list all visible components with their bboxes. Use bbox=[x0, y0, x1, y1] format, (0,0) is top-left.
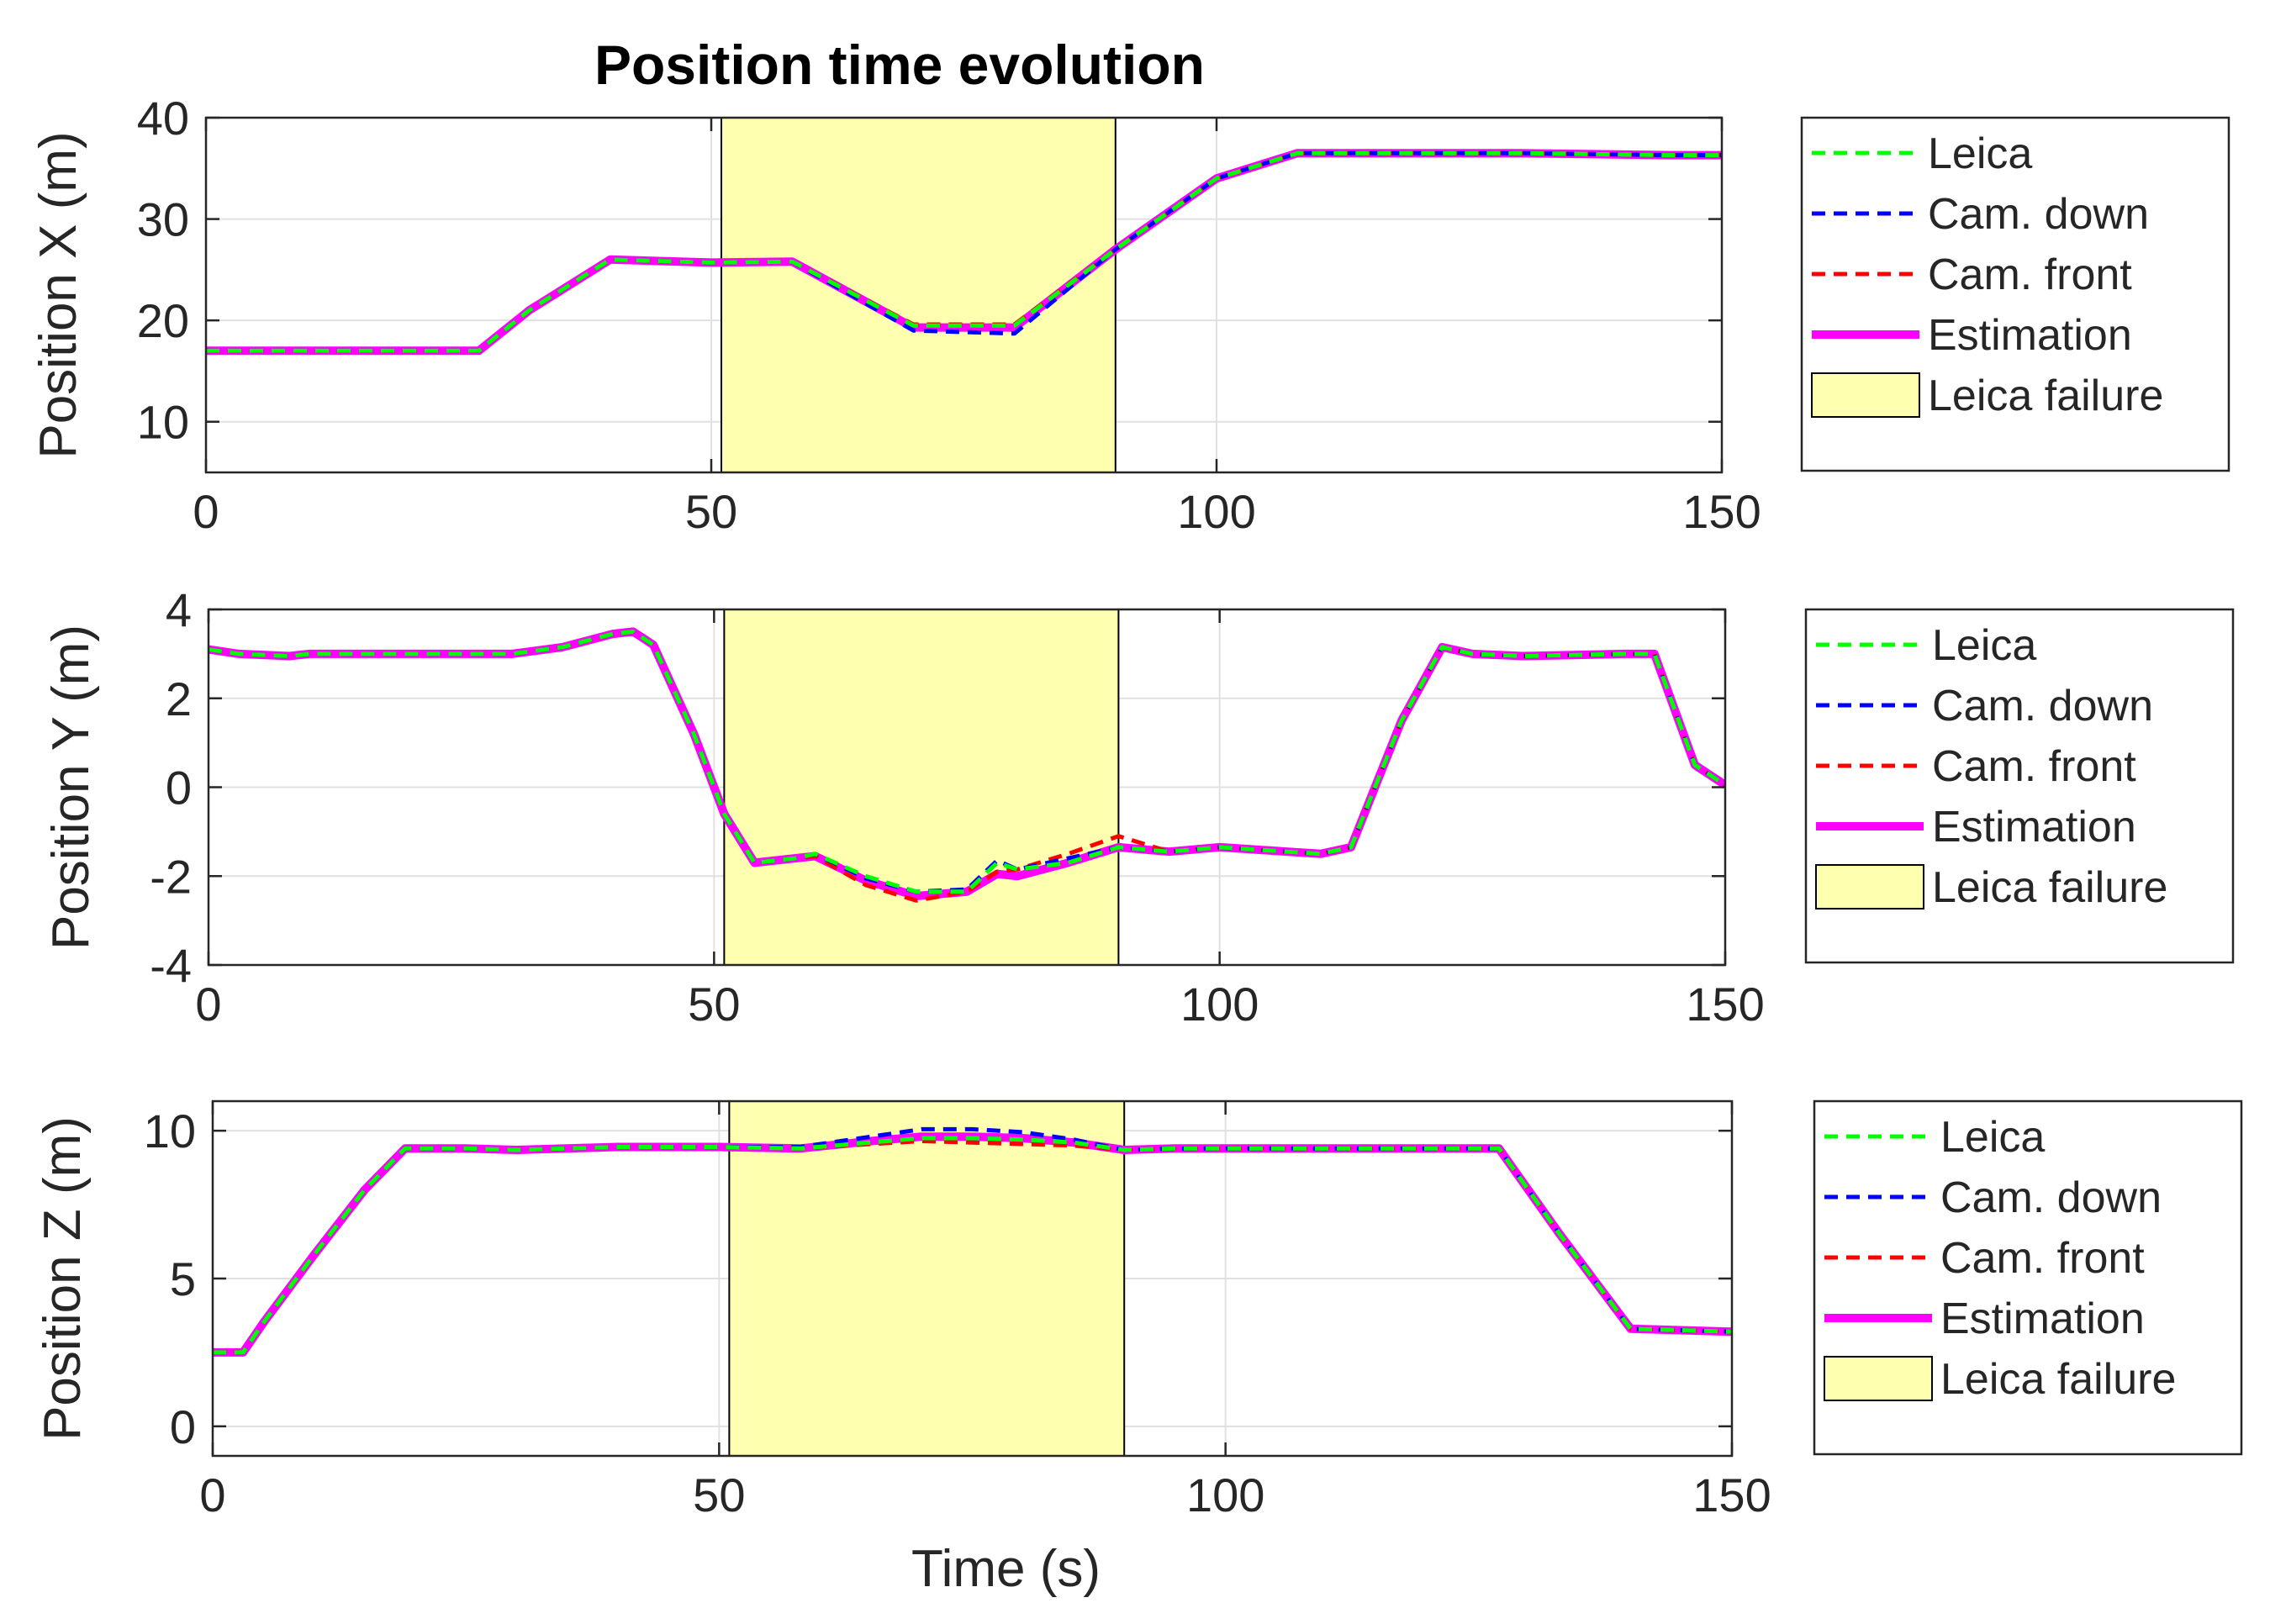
legend-item-leica-failure: Leica failure bbox=[1811, 372, 2163, 420]
series-line-leica bbox=[213, 1136, 1732, 1355]
y-tick-label: 30 bbox=[137, 193, 189, 246]
y-tick-label: 4 bbox=[166, 583, 192, 636]
legend-item-leica-failure: Leica failure bbox=[1815, 863, 2167, 912]
legend-label: Cam. down bbox=[1932, 682, 2153, 730]
legend-label: Leica bbox=[1928, 129, 2032, 178]
y-tick-label: 20 bbox=[137, 294, 189, 347]
y-tick-label: 2 bbox=[166, 672, 192, 725]
figure-title: Position time evolution bbox=[594, 34, 1205, 96]
x-tick-label: 50 bbox=[693, 1468, 745, 1521]
y-tick-label: 10 bbox=[144, 1105, 196, 1157]
subplot-1: 0 50 100 150 10 20 30 40 Position X (m) Leica Cam.… bbox=[29, 92, 2230, 538]
legend-label: Leica failure bbox=[1932, 863, 2167, 912]
legend-label: Leica failure bbox=[1928, 372, 2163, 420]
legend-label: Estimation bbox=[1932, 803, 2136, 852]
legend-swatch bbox=[1811, 372, 1920, 418]
legend-label: Leica bbox=[1940, 1113, 2045, 1162]
x-tick-label: 100 bbox=[1177, 485, 1255, 538]
x-tick-label: 150 bbox=[1686, 978, 1764, 1031]
legend-item-estimation: Estimation bbox=[1812, 311, 2132, 360]
legend-label: Cam. front bbox=[1932, 742, 2136, 791]
legend-item-leica: Leica bbox=[1816, 621, 2036, 670]
y-tick-label: -4 bbox=[150, 939, 192, 992]
legend-label: Cam. front bbox=[1940, 1234, 2145, 1283]
legend-item-cam-down: Cam. down bbox=[1816, 682, 2153, 730]
legend-item-cam-front: Cam. front bbox=[1812, 250, 2132, 299]
legend: Leica Cam. down Cam. front Estimation Leica … bbox=[1804, 608, 2235, 964]
legend-label: Leica bbox=[1932, 621, 2036, 670]
axes-box bbox=[204, 116, 1724, 474]
y-axis-label: Position X (m) bbox=[29, 131, 87, 458]
legend-item-cam-front: Cam. front bbox=[1824, 1234, 2145, 1283]
y-tick-label: 40 bbox=[137, 92, 189, 145]
legend-item-cam-front: Cam. front bbox=[1816, 742, 2136, 791]
legend-item-cam-down: Cam. down bbox=[1824, 1173, 2162, 1222]
series-line-leica bbox=[209, 629, 1725, 894]
legend-swatch bbox=[1815, 864, 1924, 910]
legend-item-leica-failure: Leica failure bbox=[1824, 1355, 2176, 1404]
x-tick-label: 0 bbox=[195, 978, 221, 1031]
subplot-2: 0 50 100 150 -4 -2 0 2 4 Position Y (m) Leica Cam. … bbox=[42, 583, 2235, 1031]
legend-box bbox=[1813, 1099, 2243, 1456]
legend: Leica Cam. down Cam. front Estimation Leica … bbox=[1800, 116, 2230, 472]
legend-label: Estimation bbox=[1940, 1294, 2145, 1343]
x-tick-label: 50 bbox=[685, 485, 737, 538]
x-tick-label: 100 bbox=[1186, 1468, 1264, 1521]
legend-label: Cam. down bbox=[1940, 1173, 2162, 1222]
legend-item-cam-down: Cam. down bbox=[1812, 190, 2149, 239]
x-axis-label: Time (s) bbox=[911, 1540, 1101, 1598]
y-tick-label: -2 bbox=[150, 850, 192, 903]
legend: Leica Cam. down Cam. front Estimation Leica … bbox=[1813, 1099, 2243, 1456]
x-tick-label: 100 bbox=[1180, 978, 1259, 1031]
legend-label: Estimation bbox=[1928, 311, 2132, 360]
legend-item-leica: Leica bbox=[1824, 1113, 2045, 1162]
y-tick-label: 0 bbox=[166, 762, 192, 815]
legend-swatch bbox=[1824, 1356, 1933, 1401]
legend-label: Cam. front bbox=[1928, 250, 2132, 299]
legend-item-estimation: Estimation bbox=[1824, 1294, 2145, 1343]
x-tick-label: 50 bbox=[688, 978, 740, 1031]
x-tick-label: 0 bbox=[193, 485, 219, 538]
x-tick-label: 0 bbox=[199, 1468, 225, 1521]
y-tick-label: 0 bbox=[170, 1400, 196, 1453]
x-tick-label: 150 bbox=[1682, 485, 1761, 538]
y-axis-label: Position Y (m) bbox=[42, 625, 100, 950]
y-tick-label: 10 bbox=[137, 396, 189, 449]
legend-item-estimation: Estimation bbox=[1816, 803, 2136, 852]
x-tick-label: 150 bbox=[1692, 1468, 1771, 1521]
leica-failure-region bbox=[723, 609, 1120, 966]
legend-label: Cam. down bbox=[1928, 190, 2149, 239]
series-line-leica bbox=[206, 150, 1722, 353]
y-tick-label: 5 bbox=[170, 1252, 196, 1305]
legend-label: Leica failure bbox=[1940, 1355, 2176, 1404]
legend-item-leica: Leica bbox=[1812, 129, 2032, 178]
subplot-3: 0 50 100 150 0 5 10 Position Z (m) Time (s) Leica… bbox=[34, 1099, 2243, 1598]
leica-failure-region bbox=[728, 1100, 1126, 1457]
y-axis-label: Position Z (m) bbox=[34, 1116, 92, 1441]
